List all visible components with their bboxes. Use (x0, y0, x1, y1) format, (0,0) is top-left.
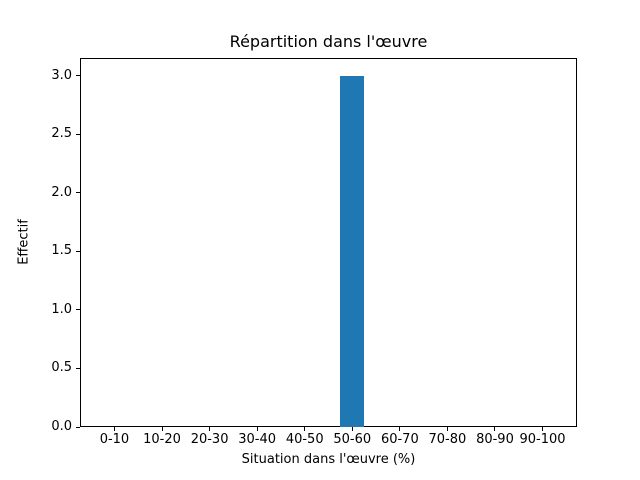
x-tick-mark (542, 427, 544, 431)
x-tick-mark (256, 427, 258, 431)
x-tick-label: 20-30 (190, 432, 229, 447)
x-tick-label: 70-80 (428, 432, 467, 447)
y-tick-label: 2.0 (51, 184, 72, 200)
x-tick-mark (113, 427, 115, 431)
y-tick-label: 1.5 (51, 243, 72, 259)
y-tick-mark (76, 426, 80, 428)
x-tick-label: 50-60 (333, 432, 372, 447)
y-tick-mark (76, 250, 80, 252)
x-tick-label: 30-40 (238, 432, 277, 447)
x-tick-mark (304, 427, 306, 431)
x-tick-mark (446, 427, 448, 431)
y-tick-label: 0.0 (51, 419, 72, 434)
x-tick-mark (399, 427, 401, 431)
y-tick-mark (76, 309, 80, 311)
x-tick-label: 60-70 (380, 432, 419, 447)
x-tick-mark (351, 427, 353, 431)
x-tick-label: 40-50 (285, 432, 324, 447)
y-tick-mark (76, 367, 80, 369)
x-tick-label: 80-90 (476, 432, 514, 447)
y-tick-label: 3.0 (51, 67, 72, 83)
plot-area (80, 58, 577, 427)
y-tick-label: 1.0 (51, 301, 72, 317)
x-tick-mark (494, 427, 496, 431)
x-tick-label: 0-10 (99, 432, 130, 447)
bar-50-60 (340, 75, 365, 427)
y-tick-label: 2.5 (51, 126, 72, 142)
y-tick-label: 0.5 (51, 360, 72, 376)
x-tick-label: 10-20 (143, 432, 181, 447)
x-tick-label: 90-100 (519, 432, 566, 447)
x-tick-mark (209, 427, 211, 431)
y-tick-mark (76, 133, 80, 135)
x-tick-mark (161, 427, 163, 431)
x-axis-label: Situation dans l'œuvre (%) (241, 452, 416, 467)
chart-title: Répartition dans l'œuvre (229, 32, 428, 51)
y-tick-mark (76, 192, 80, 194)
y-tick-mark (76, 75, 80, 77)
